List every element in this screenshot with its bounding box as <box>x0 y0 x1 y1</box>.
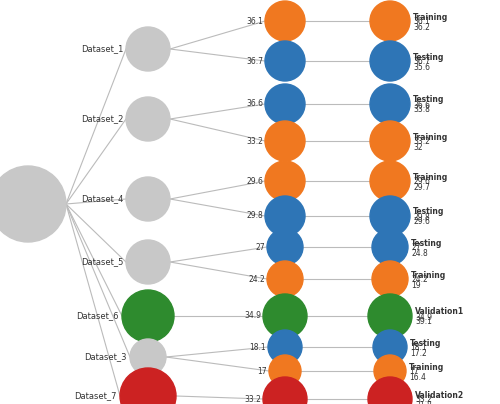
Text: Validation1: Validation1 <box>415 307 464 316</box>
Circle shape <box>120 368 176 404</box>
Text: Testing: Testing <box>413 53 444 61</box>
Text: 36.1: 36.1 <box>246 17 263 25</box>
Circle shape <box>126 177 170 221</box>
Text: 27: 27 <box>411 244 420 252</box>
Text: 39.1: 39.1 <box>415 318 432 326</box>
Text: 35.6: 35.6 <box>413 63 430 72</box>
Circle shape <box>370 196 410 236</box>
Circle shape <box>267 261 303 297</box>
Text: 17.2: 17.2 <box>410 349 427 358</box>
Text: Training: Training <box>411 271 446 280</box>
Text: Dataset_2: Dataset_2 <box>80 114 123 124</box>
Circle shape <box>372 261 408 297</box>
Text: 34.9: 34.9 <box>415 313 432 322</box>
Circle shape <box>370 41 410 81</box>
Text: 19: 19 <box>411 280 420 290</box>
Circle shape <box>265 1 305 41</box>
Text: Testing: Testing <box>411 238 442 248</box>
Text: 31.8: 31.8 <box>415 400 432 404</box>
Text: 33.2: 33.2 <box>415 396 432 404</box>
Text: Training: Training <box>413 13 448 21</box>
Text: Training: Training <box>413 133 448 141</box>
Text: 24.2: 24.2 <box>411 276 428 284</box>
Text: 17: 17 <box>258 366 267 375</box>
Text: Training: Training <box>409 362 444 372</box>
Text: 27: 27 <box>256 242 265 252</box>
Circle shape <box>370 161 410 201</box>
Text: 36.6: 36.6 <box>246 99 263 109</box>
Text: 29.8: 29.8 <box>413 213 430 221</box>
Circle shape <box>265 196 305 236</box>
Text: 32: 32 <box>413 143 422 152</box>
Circle shape <box>370 1 410 41</box>
Circle shape <box>126 27 170 71</box>
Text: Dataset_4: Dataset_4 <box>80 194 123 204</box>
Text: 16.4: 16.4 <box>409 372 426 381</box>
Circle shape <box>268 330 302 364</box>
Text: Testing: Testing <box>413 95 444 105</box>
Circle shape <box>368 294 412 338</box>
Text: 33.8: 33.8 <box>413 105 430 114</box>
Text: 18.1: 18.1 <box>250 343 266 351</box>
Circle shape <box>265 41 305 81</box>
Circle shape <box>370 84 410 124</box>
Circle shape <box>368 377 412 404</box>
Text: 24.8: 24.8 <box>411 248 428 257</box>
Circle shape <box>269 355 301 387</box>
Circle shape <box>372 229 408 265</box>
Circle shape <box>263 294 307 338</box>
Circle shape <box>263 377 307 404</box>
Text: 36.7: 36.7 <box>413 57 430 67</box>
Circle shape <box>130 339 166 375</box>
Text: Dataset_1: Dataset_1 <box>80 44 123 53</box>
Text: 36.7: 36.7 <box>246 57 263 65</box>
Text: 36.6: 36.6 <box>413 101 430 109</box>
Text: 36.2: 36.2 <box>413 23 430 32</box>
Text: 17: 17 <box>409 368 418 377</box>
Text: Dataset_6: Dataset_6 <box>76 311 119 320</box>
Text: 36.1: 36.1 <box>413 17 430 27</box>
Text: 33.2: 33.2 <box>413 137 430 147</box>
Circle shape <box>265 84 305 124</box>
Circle shape <box>122 290 174 342</box>
Text: Validation2: Validation2 <box>415 391 464 400</box>
Circle shape <box>265 161 305 201</box>
Text: Dataset_5: Dataset_5 <box>80 257 123 267</box>
Text: 24.2: 24.2 <box>248 274 265 284</box>
Text: 29.8: 29.8 <box>246 212 263 221</box>
Circle shape <box>126 97 170 141</box>
Circle shape <box>265 121 305 161</box>
Text: Dataset_3: Dataset_3 <box>84 353 127 362</box>
Circle shape <box>267 229 303 265</box>
Text: 18.1: 18.1 <box>410 343 426 353</box>
Circle shape <box>374 355 406 387</box>
Circle shape <box>126 240 170 284</box>
Text: Testing: Testing <box>410 339 442 347</box>
Text: Training: Training <box>413 173 448 181</box>
Circle shape <box>373 330 407 364</box>
Text: 29.6: 29.6 <box>246 177 263 185</box>
Text: 33.2: 33.2 <box>246 137 263 145</box>
Text: 34.9: 34.9 <box>244 311 261 320</box>
Text: 29.6: 29.6 <box>413 217 430 227</box>
Circle shape <box>370 121 410 161</box>
Text: 29.6: 29.6 <box>413 177 430 187</box>
Circle shape <box>0 166 66 242</box>
Text: Dataset_7: Dataset_7 <box>74 391 117 400</box>
Text: 29.7: 29.7 <box>413 183 430 191</box>
Text: 33.2: 33.2 <box>244 394 261 404</box>
Text: Testing: Testing <box>413 208 444 217</box>
